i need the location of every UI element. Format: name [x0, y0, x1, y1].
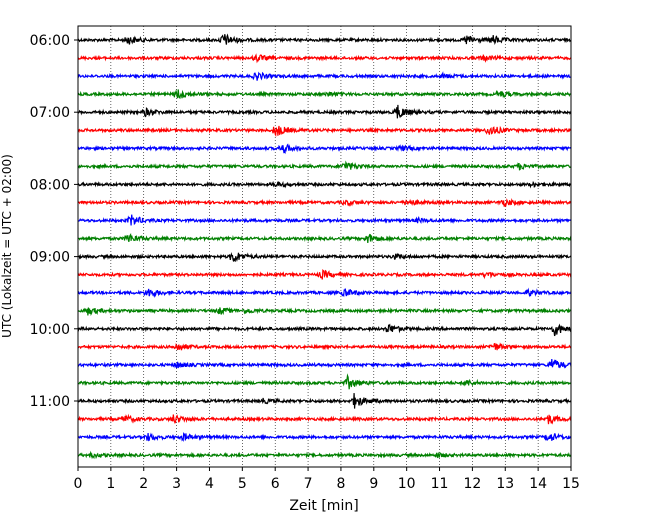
x-tick-label: 9	[369, 476, 378, 492]
y-tick-label: 08:00	[30, 177, 70, 193]
trace-row-0730	[77, 143, 572, 155]
trace-row-1045	[77, 373, 572, 390]
trace-row-0800	[77, 180, 572, 189]
trace-row-0900	[77, 251, 572, 263]
trace-row-1015	[77, 342, 572, 351]
y-tick-label: 11:00	[30, 394, 70, 410]
plot-frame	[77, 25, 572, 468]
trace-row-1030	[77, 359, 572, 369]
x-tick-label: 14	[529, 476, 547, 492]
x-tick-label: 13	[496, 476, 514, 492]
trace-row-0745	[77, 160, 572, 171]
x-axis: 0 1 2 3 4 5 6 7 8 9 10 11 12 13 14 15	[74, 467, 580, 492]
x-tick-label: 5	[238, 476, 247, 492]
trace-row-0930	[77, 287, 572, 298]
trace-row-0600	[77, 33, 572, 45]
trace-row-0945	[77, 306, 572, 317]
trace-row-1100	[77, 393, 572, 409]
y-tick-label: 06:00	[30, 33, 70, 49]
y-axis: 06:00 07:00 08:00 09:00 10:00 11:00	[30, 33, 78, 410]
trace-row-1130	[77, 432, 572, 443]
trace-row-0615	[77, 53, 572, 64]
trace-row-0630	[77, 71, 572, 81]
trace-row-0715	[77, 125, 572, 137]
trace-row-0815	[77, 198, 572, 208]
x-tick-label: 10	[398, 476, 416, 492]
x-tick-label: 3	[172, 476, 181, 492]
x-tick-label: 1	[106, 476, 115, 492]
y-tick-label: 07:00	[30, 105, 70, 121]
x-tick-label: 7	[304, 476, 313, 492]
x-tick-label: 0	[74, 476, 83, 492]
trace-row-1145	[77, 450, 572, 460]
trace-row-0915	[77, 269, 572, 280]
x-tick-label: 2	[139, 476, 148, 492]
trace-row-0700	[77, 104, 572, 119]
plot-area-background	[78, 26, 571, 467]
trace-row-0645	[77, 89, 572, 100]
trace-row-1115	[77, 413, 572, 425]
x-tick-label: 8	[336, 476, 345, 492]
trace-row-1000	[77, 323, 572, 337]
y-tick-label: 09:00	[30, 250, 70, 266]
x-tick-label: 11	[431, 476, 449, 492]
x-tick-label: 4	[205, 476, 214, 492]
x-tick-label: 12	[463, 476, 481, 492]
trace-group	[77, 33, 572, 460]
trace-row-0830	[77, 214, 572, 226]
x-tick-label: 6	[271, 476, 280, 492]
y-tick-label: 10:00	[30, 322, 70, 338]
x-axis-title: Zeit [min]	[289, 498, 358, 514]
y-axis-title: UTC (Lokalzeit = UTC + 02:00)	[0, 154, 14, 338]
trace-row-0845	[77, 232, 572, 243]
x-tick-label: 15	[562, 476, 580, 492]
